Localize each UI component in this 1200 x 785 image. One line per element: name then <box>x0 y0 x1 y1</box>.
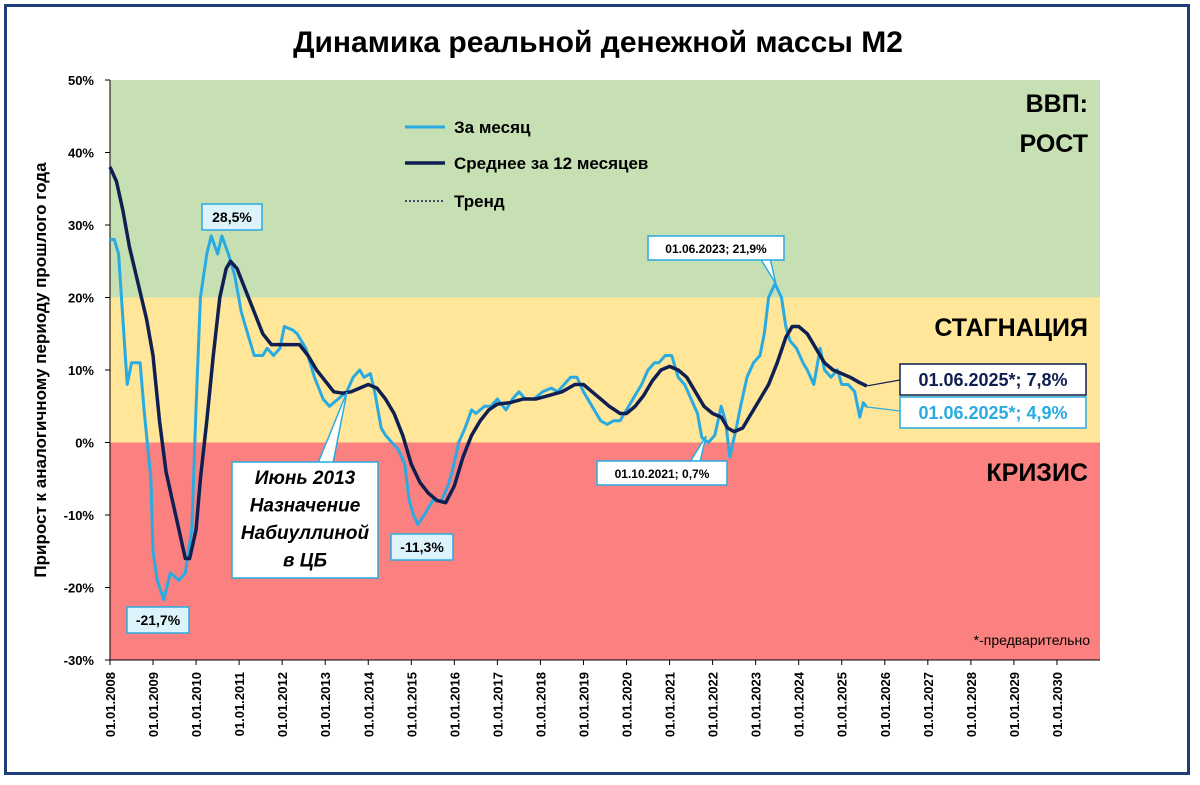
annotation-pointer <box>317 391 348 464</box>
annotation-nabiullina-text: Июнь 2013 <box>255 468 356 489</box>
annotation-low-2015-box <box>390 533 454 561</box>
legend-entry: Среднее за 12 месяцев <box>454 154 648 173</box>
x-tick-label: 01.01.2021 <box>663 672 678 737</box>
x-tick-label: 01.01.2010 <box>189 672 204 737</box>
x-tick-label: 01.01.2028 <box>964 672 979 737</box>
annotation-low-2009-box <box>126 606 190 634</box>
chart-title: Динамика реальной денежной массы М2 <box>293 26 903 59</box>
y-tick-label: 50% <box>68 73 94 88</box>
x-tick-label: 01.01.2011 <box>232 672 247 736</box>
annotation-nabiullina-text: Назначение <box>250 496 361 517</box>
end-label-month: 01.06.2025*; 4,9% <box>918 403 1067 423</box>
annotation-low-2015-text: -11,3% <box>400 539 444 555</box>
footnote: *-предварительно <box>974 632 1091 648</box>
annotation-low-2021-text: 01.10.2021; 0,7% <box>615 467 710 481</box>
annotation-nabiullina-box <box>231 461 379 579</box>
x-tick-label: 01.01.2016 <box>447 672 462 737</box>
annotation-pointer <box>689 435 707 463</box>
annotation-peak-2023-text: 01.06.2023; 21,9% <box>665 242 767 256</box>
annotation-nabiullina-text: в ЦБ <box>283 551 327 572</box>
end-label-avg-box <box>899 363 1087 396</box>
x-tick-label: 01.01.2020 <box>620 672 635 737</box>
annotation-peak-2010-box <box>201 203 263 231</box>
x-tick-label: 01.01.2024 <box>792 671 807 737</box>
y-tick-label: 30% <box>68 218 94 233</box>
y-tick-label: -30% <box>64 653 95 668</box>
x-tick-label: 01.01.2018 <box>533 672 548 737</box>
x-tick-label: 01.01.2017 <box>490 672 505 737</box>
zone-band-0 <box>110 80 1100 298</box>
x-tick-label: 01.01.2023 <box>749 672 764 737</box>
series-line-0 <box>110 234 868 602</box>
x-tick-label: 01.01.2025 <box>835 672 850 737</box>
annotation-peak-2023-box <box>647 235 785 261</box>
y-tick-label: 40% <box>68 146 94 161</box>
annotation-low-2009-text: -21,7% <box>136 612 181 628</box>
annotation-pointer <box>759 257 777 285</box>
end-label-avg: 01.06.2025*; 7,8% <box>918 370 1067 390</box>
x-tick-label: 01.01.2026 <box>878 672 893 737</box>
x-tick-label: 01.01.2009 <box>146 672 161 737</box>
y-axis-label: Прирост к аналогичному периоду прошлого … <box>31 162 50 578</box>
annotation-peak-2010-text: 28,5% <box>212 209 252 225</box>
x-tick-label: 01.01.2014 <box>361 671 376 737</box>
x-tick-label: 01.01.2029 <box>1007 672 1022 737</box>
x-tick-label: 01.01.2027 <box>921 672 936 737</box>
y-tick-label: -10% <box>64 508 95 523</box>
x-tick-label: 01.01.2030 <box>1050 672 1065 737</box>
legend-entry: За месяц <box>454 118 531 137</box>
x-tick-label: 01.01.2012 <box>275 672 290 737</box>
end-leader <box>866 406 901 412</box>
x-tick-label: 01.01.2008 <box>103 672 118 737</box>
annotation-nabiullina-text: Набиуллиной <box>241 523 370 544</box>
zone-label: ВВП: <box>1026 90 1088 118</box>
end-leader <box>866 379 901 387</box>
y-tick-label: 20% <box>68 291 94 306</box>
x-tick-label: 01.01.2015 <box>404 672 419 737</box>
series-line-1 <box>108 166 868 561</box>
y-tick-label: 0% <box>75 436 94 451</box>
end-label-month-box <box>899 396 1087 429</box>
zone-label: СТАГНАЦИЯ <box>934 314 1088 342</box>
y-tick-label: -20% <box>64 581 95 596</box>
zone-label: КРИЗИС <box>986 459 1088 487</box>
annotation-low-2021-box <box>596 460 728 486</box>
legend-entry: Тренд <box>454 192 505 211</box>
y-tick-label: 10% <box>68 363 94 378</box>
x-tick-label: 01.01.2022 <box>706 672 721 737</box>
x-tick-label: 01.01.2013 <box>318 672 333 737</box>
x-tick-label: 01.01.2019 <box>576 672 591 737</box>
zone-label: РОСТ <box>1020 130 1089 158</box>
